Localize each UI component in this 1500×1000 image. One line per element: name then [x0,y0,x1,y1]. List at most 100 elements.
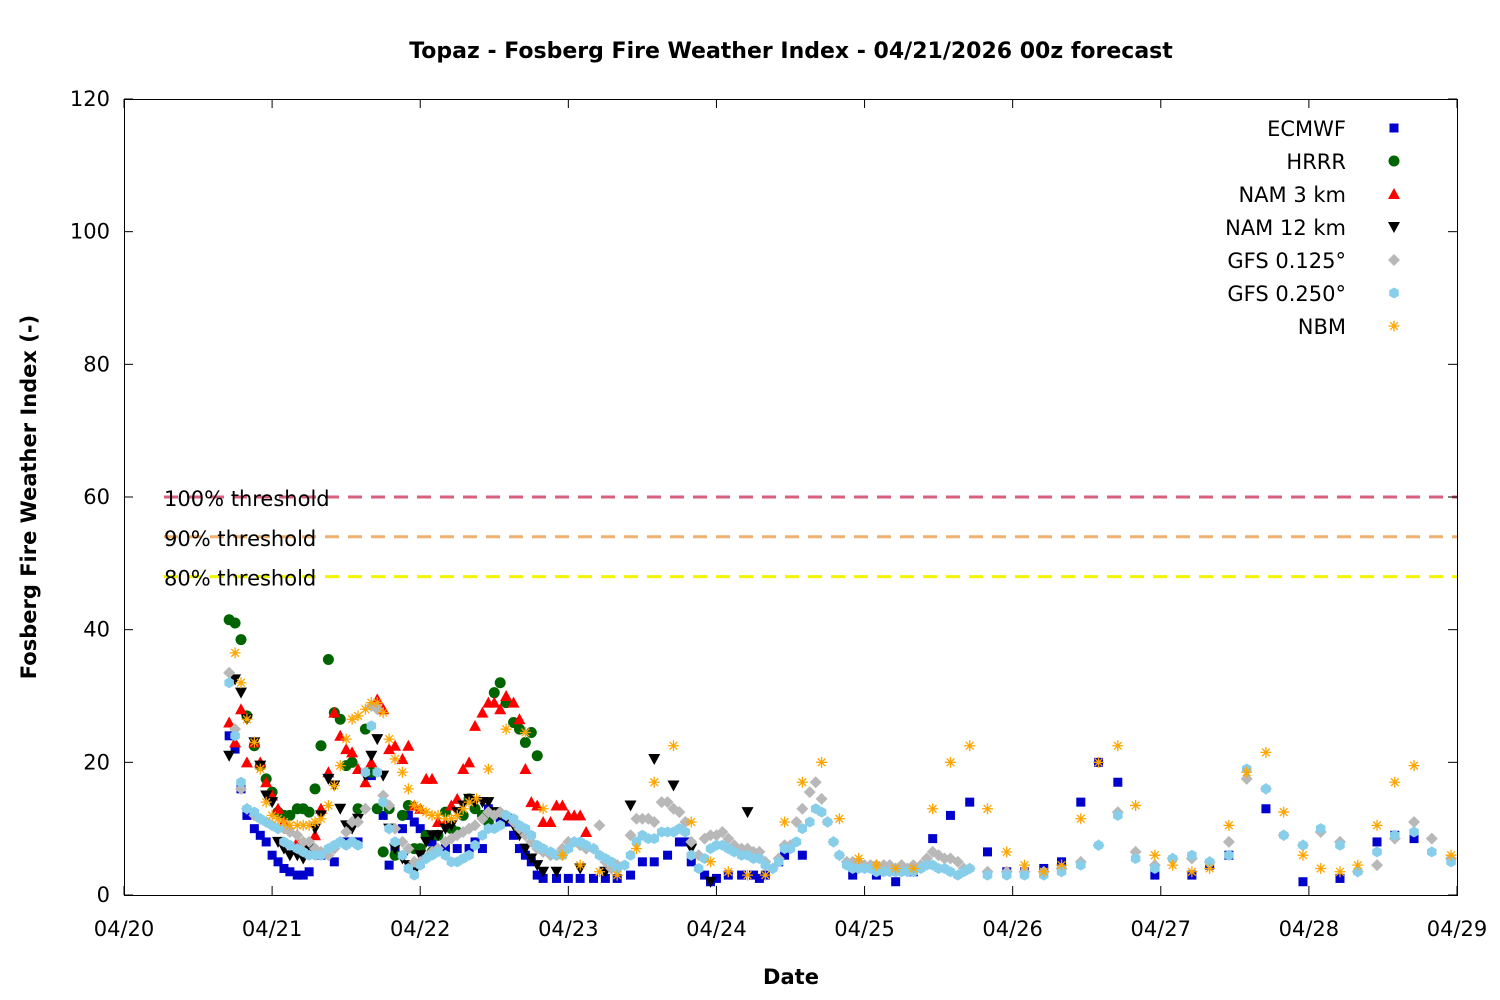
data-point [593,866,605,878]
series-gfs-0-250- [224,677,1456,881]
data-point [742,869,754,881]
data-point [439,813,451,825]
data-point [556,849,568,861]
x-tick-label: 04/29 [1427,917,1488,941]
data-point [340,733,352,745]
data-point [285,867,295,877]
data-point [445,813,457,825]
data-point [346,756,358,768]
data-point [588,843,599,855]
data-point [556,799,569,811]
data-point [828,836,839,848]
y-tick-label: 40 [83,618,110,642]
data-point [767,862,778,874]
data-point [266,809,278,821]
legend-marker [1388,320,1400,332]
legend-label: HRRR [1286,150,1346,174]
data-point [415,859,425,871]
data-point [322,773,335,785]
data-point [255,830,265,840]
data-point [1335,839,1345,851]
data-point [267,850,277,860]
data-point [334,729,347,741]
data-point [292,870,302,880]
data-point [663,850,673,860]
data-point [278,816,290,828]
data-point [563,873,573,883]
data-point [303,806,315,818]
data-point [445,820,458,832]
data-point [507,696,520,708]
data-point [1372,846,1382,858]
data-point [737,870,747,880]
data-point [1019,859,1031,871]
data-point [464,849,474,861]
data-point [526,829,537,841]
data-point [1427,846,1437,858]
data-point [402,739,415,751]
data-point [439,823,452,835]
data-point [1222,835,1235,848]
data-point [420,806,432,818]
x-axis-label: Date [763,965,819,989]
data-point [315,740,327,752]
data-point [927,803,939,815]
data-point [230,730,240,742]
data-point [477,829,488,841]
data-point [440,844,450,854]
series-nbm [229,647,1457,881]
data-point [606,856,617,868]
data-point [685,835,698,848]
data-point [285,839,295,851]
data-point [722,866,734,878]
data-point [513,713,526,725]
data-point [600,873,610,883]
data-point [551,873,561,883]
data-point [365,697,377,709]
data-point [1076,797,1086,807]
data-point [705,856,717,868]
data-point [674,837,684,847]
data-point [575,873,585,883]
data-point [907,862,919,874]
y-axis-label: Fosberg Fire Weather Index (-) [17,315,41,679]
data-point [223,716,236,728]
data-point [611,869,623,881]
data-point [322,654,334,666]
x-tick-label: 04/26 [982,917,1043,941]
y-tick-label: 100 [70,220,110,244]
data-point [1149,849,1161,861]
data-point [383,743,396,755]
legend-label: ECMWF [1267,117,1346,141]
data-point [452,844,462,854]
data-point [464,844,474,854]
data-point [791,836,802,848]
data-point [384,823,394,835]
data-point [965,797,975,807]
data-point [291,819,303,831]
data-point [279,863,289,873]
data-point [525,853,538,865]
data-point [471,793,483,805]
data-point [431,830,444,842]
data-point [501,809,511,821]
data-point [637,857,647,867]
data-point [804,816,815,828]
data-point [414,803,426,815]
data-point [383,733,395,745]
data-point [248,736,260,748]
legend-label: NAM 12 km [1225,216,1346,240]
data-point [797,850,807,860]
legend-marker [1388,188,1400,199]
data-point [667,780,680,792]
series-gfs-0-125- [223,666,1458,878]
data-point [1446,856,1456,868]
data-point [982,847,992,857]
data-point [759,869,771,881]
data-point [260,776,273,788]
data-point [377,846,389,858]
data-point [1335,873,1345,883]
data-point [377,707,389,719]
data-point [1019,869,1030,881]
data-point [1389,776,1401,788]
